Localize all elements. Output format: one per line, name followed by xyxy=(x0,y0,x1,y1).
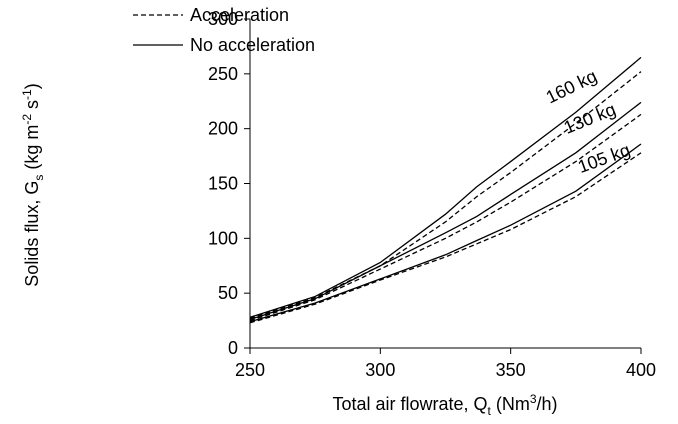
series-line xyxy=(249,56,642,318)
series-line xyxy=(249,113,642,322)
y-tick-label: 0 xyxy=(228,338,238,358)
series-line xyxy=(249,152,642,324)
y-tick-label: 50 xyxy=(218,283,238,303)
y-tick-label: 200 xyxy=(208,119,238,139)
series-line xyxy=(249,143,642,323)
x-tick-label: 300 xyxy=(365,360,395,380)
y-tick-label: 250 xyxy=(208,64,238,84)
y-axis-label: Solids flux, Gs (kg m-2 s-1) xyxy=(20,83,46,286)
x-tick-label: 250 xyxy=(235,360,265,380)
y-tick-label: 100 xyxy=(208,228,238,248)
series-line xyxy=(249,101,642,321)
x-tick-label: 400 xyxy=(626,360,656,380)
legend-label: No acceleration xyxy=(190,35,315,55)
legend-label: Acceleration xyxy=(190,5,289,25)
x-tick-label: 350 xyxy=(496,360,526,380)
y-tick-label: 150 xyxy=(208,174,238,194)
y-tick-label: 300 xyxy=(208,9,238,29)
series-label: 160 kg xyxy=(543,66,600,108)
x-axis-label: Total air flowrate, Qt (Nm3/h) xyxy=(332,392,557,418)
series-line xyxy=(249,71,642,320)
series-label: 130 kg xyxy=(561,99,619,138)
